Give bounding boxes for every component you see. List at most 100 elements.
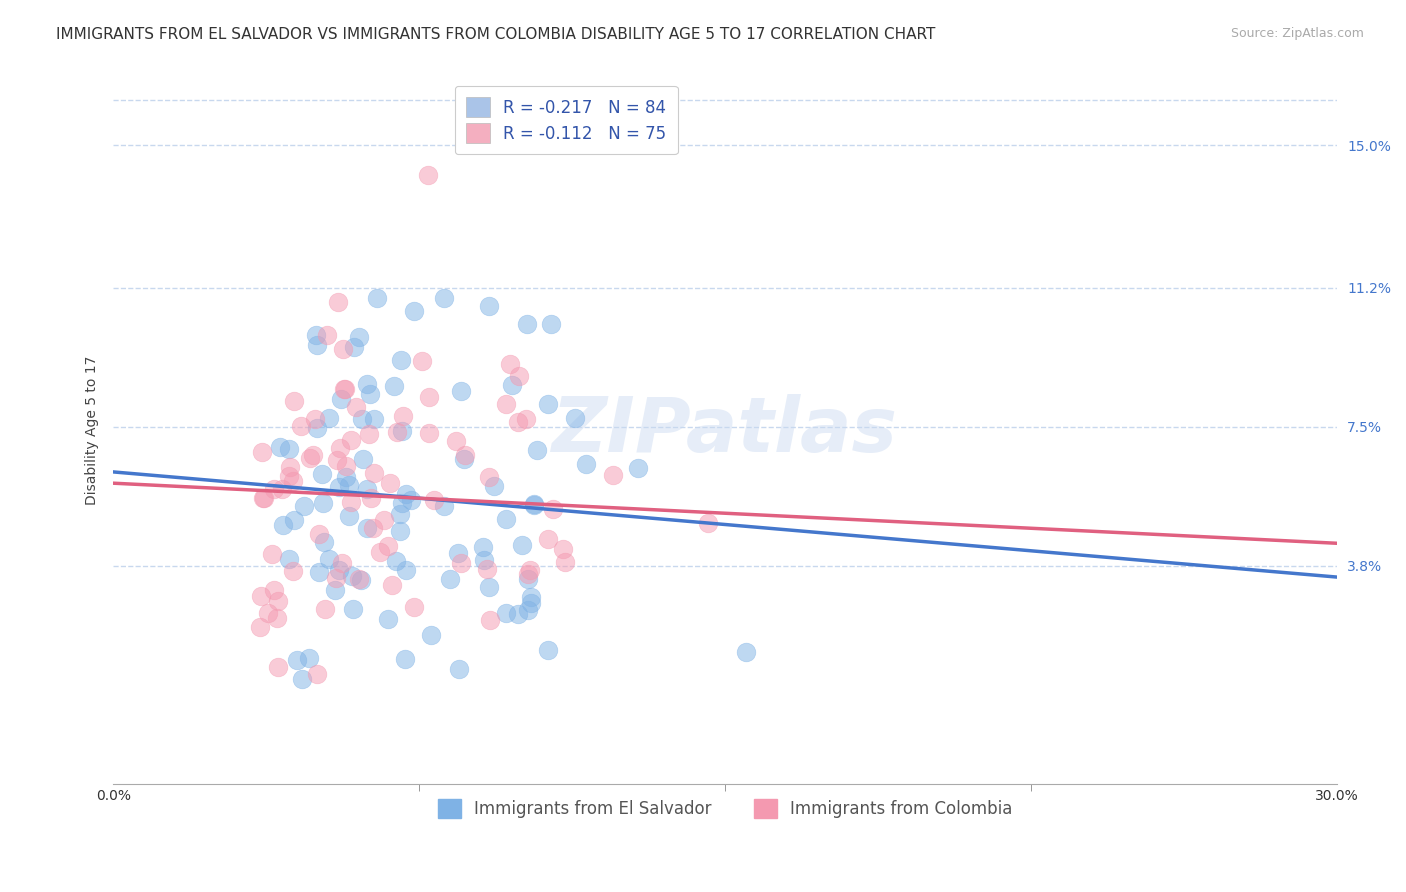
Text: ZIPatlas: ZIPatlas bbox=[553, 393, 898, 467]
Point bbox=[335, 458, 357, 473]
Point bbox=[298, 450, 321, 465]
Point bbox=[314, 601, 336, 615]
Point bbox=[433, 499, 456, 513]
Point bbox=[308, 527, 330, 541]
Point bbox=[516, 603, 538, 617]
Point bbox=[291, 672, 314, 686]
Point bbox=[263, 483, 285, 497]
Point bbox=[305, 421, 328, 435]
Y-axis label: Disability Age 5 to 17: Disability Age 5 to 17 bbox=[86, 356, 100, 505]
Point bbox=[318, 411, 340, 425]
Point bbox=[277, 442, 299, 457]
Point bbox=[252, 491, 274, 505]
Point bbox=[292, 499, 315, 513]
Point bbox=[363, 467, 385, 481]
Point bbox=[297, 651, 319, 665]
Point bbox=[308, 565, 330, 579]
Point bbox=[418, 390, 440, 404]
Point bbox=[444, 434, 467, 449]
Point bbox=[495, 512, 517, 526]
Point bbox=[536, 396, 558, 410]
Point bbox=[446, 546, 468, 560]
Point bbox=[307, 666, 329, 681]
Point bbox=[366, 292, 388, 306]
Point bbox=[516, 567, 538, 582]
Point bbox=[477, 562, 499, 576]
Point bbox=[399, 493, 422, 508]
Point bbox=[340, 495, 363, 509]
Point bbox=[422, 492, 444, 507]
Point bbox=[347, 572, 370, 586]
Point bbox=[508, 415, 530, 429]
Point bbox=[262, 547, 284, 561]
Point bbox=[447, 662, 470, 676]
Point bbox=[263, 583, 285, 598]
Point bbox=[290, 419, 312, 434]
Point bbox=[278, 460, 301, 475]
Point bbox=[439, 572, 461, 586]
Point bbox=[519, 564, 541, 578]
Point bbox=[402, 600, 425, 615]
Point bbox=[540, 317, 562, 331]
Point bbox=[333, 382, 356, 396]
Point bbox=[363, 521, 385, 535]
Point bbox=[389, 507, 412, 521]
Point bbox=[554, 556, 576, 570]
Point bbox=[395, 564, 418, 578]
Point bbox=[330, 556, 353, 570]
Point bbox=[342, 602, 364, 616]
Point bbox=[551, 541, 574, 556]
Point bbox=[332, 342, 354, 356]
Point bbox=[523, 497, 546, 511]
Point bbox=[356, 377, 378, 392]
Point bbox=[363, 412, 385, 426]
Point bbox=[381, 578, 404, 592]
Point bbox=[602, 468, 624, 483]
Point bbox=[453, 451, 475, 466]
Point bbox=[526, 442, 548, 457]
Point bbox=[301, 448, 323, 462]
Point bbox=[267, 593, 290, 607]
Point bbox=[394, 652, 416, 666]
Point bbox=[520, 590, 543, 604]
Point bbox=[287, 653, 309, 667]
Point bbox=[478, 613, 501, 627]
Point bbox=[330, 392, 353, 407]
Point bbox=[269, 441, 291, 455]
Point bbox=[340, 569, 363, 583]
Point bbox=[347, 330, 370, 344]
Point bbox=[501, 378, 523, 392]
Point bbox=[368, 545, 391, 559]
Point bbox=[356, 483, 378, 497]
Point bbox=[329, 441, 352, 455]
Point bbox=[249, 620, 271, 634]
Point bbox=[537, 643, 560, 657]
Point bbox=[271, 483, 294, 497]
Point bbox=[283, 394, 305, 409]
Point bbox=[418, 425, 440, 440]
Point bbox=[385, 554, 408, 568]
Point bbox=[250, 590, 273, 604]
Point bbox=[378, 475, 401, 490]
Point bbox=[352, 452, 374, 467]
Point bbox=[543, 502, 565, 516]
Point bbox=[373, 514, 395, 528]
Point bbox=[696, 516, 718, 530]
Point bbox=[340, 434, 363, 448]
Point bbox=[389, 352, 412, 367]
Point bbox=[304, 412, 326, 426]
Point bbox=[472, 540, 495, 554]
Point bbox=[323, 583, 346, 598]
Legend: Immigrants from El Salvador, Immigrants from Colombia: Immigrants from El Salvador, Immigrants … bbox=[432, 792, 1019, 825]
Point bbox=[404, 303, 426, 318]
Point bbox=[377, 539, 399, 553]
Point bbox=[337, 478, 360, 492]
Point bbox=[326, 295, 349, 310]
Point bbox=[495, 397, 517, 411]
Point bbox=[564, 411, 586, 425]
Point bbox=[257, 607, 280, 621]
Point bbox=[506, 607, 529, 621]
Point bbox=[377, 612, 399, 626]
Point bbox=[450, 384, 472, 398]
Point bbox=[523, 498, 546, 512]
